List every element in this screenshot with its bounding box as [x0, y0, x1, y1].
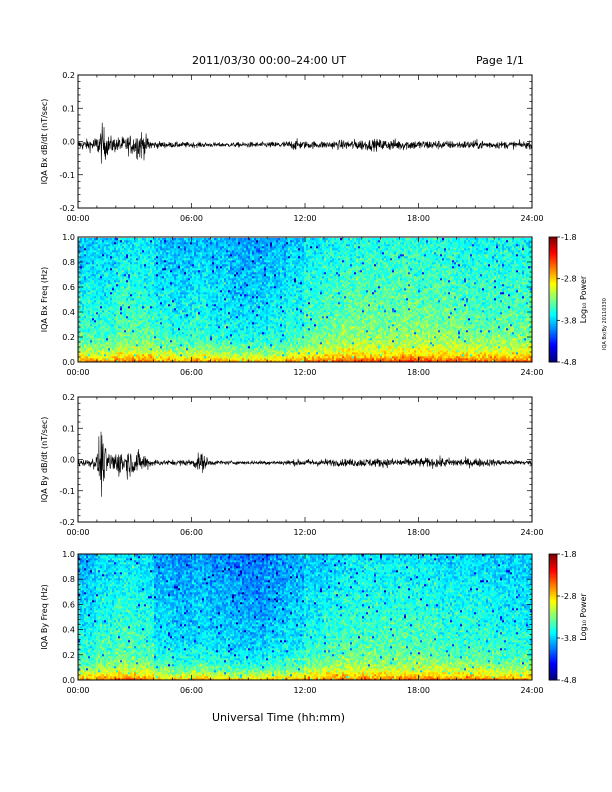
colorbar-label: Log₁₀ Power [579, 593, 588, 641]
x-tick-label: 18:00 [407, 528, 430, 537]
y-tick-label: 0.6 [62, 600, 75, 609]
colorbar: -1.8 -2.8 -3.8 -4.8 Log₁₀ Power [549, 550, 588, 685]
x-tick-label: 06:00 [180, 686, 203, 695]
y-tick-label: -0.1 [59, 487, 75, 496]
y-tick-label: 1.0 [62, 550, 75, 559]
x-tick-label: 18:00 [407, 686, 430, 695]
y-tick-label: 0.8 [62, 258, 75, 267]
colorbar: -1.8 -2.8 -3.8 -4.8 Log₁₀ Power [549, 233, 588, 367]
panel-2: -1.8 -2.8 -3.8 -4.8 Log₁₀ Power 00:00 06:00 12:… [40, 233, 588, 377]
series-line [78, 123, 532, 164]
y-tick-label: 0.0 [62, 456, 75, 465]
colorbar-tick-label: -3.8 [561, 316, 577, 325]
y-tick-label: -0.1 [59, 171, 75, 180]
y-axis-label: IQA Bx dB/dt (nT/sec) [40, 99, 49, 185]
colorbar-tick-label: -1.8 [561, 550, 577, 559]
y-tick-label: 0.4 [62, 626, 75, 635]
x-tick-label: 12:00 [293, 368, 316, 377]
y-tick-label: 0.2 [62, 333, 75, 342]
x-tick-label: 24:00 [520, 528, 543, 537]
y-tick-label: 0.8 [62, 575, 75, 584]
x-tick-label: 24:00 [520, 368, 543, 377]
panel-3: 00:00 06:00 12:00 18:00 24:00 -0.2 -0.1 0.0 0.1 0… [40, 393, 544, 537]
y-tick-label: 0.0 [62, 676, 75, 685]
spectrogram-cells [78, 554, 532, 680]
y-tick-label: 0.0 [62, 358, 75, 367]
y-axis-label: IQA By Freq (Hz) [40, 584, 49, 650]
x-tick-label: 00:00 [66, 214, 89, 223]
y-tick-label: -0.2 [59, 518, 75, 527]
x-tick-label: 00:00 [66, 528, 89, 537]
y-tick-label: -0.2 [59, 204, 75, 213]
y-axis-label: IQA By dB/dt (nT/sec) [40, 417, 49, 503]
colorbar-tick-label: -2.8 [561, 592, 577, 601]
x-tick-label: 06:00 [180, 214, 203, 223]
x-tick-label: 00:00 [66, 686, 89, 695]
side-stamp: IQA Bx/By 20110330 [602, 298, 608, 350]
colorbar-tick-label: -4.8 [561, 358, 577, 367]
x-tick-label: 18:00 [407, 368, 430, 377]
colorbar-tick-label: -1.8 [561, 233, 577, 242]
x-tick-label: 12:00 [293, 528, 316, 537]
x-tick-label: 24:00 [520, 214, 543, 223]
colorbar-label: Log₁₀ Power [579, 275, 588, 323]
x-tick-label: 00:00 [66, 368, 89, 377]
y-tick-label: 1.0 [62, 233, 75, 242]
y-axis-label: IQA Bx Freq (Hz) [40, 267, 49, 333]
colorbar-tick-label: -4.8 [561, 676, 577, 685]
x-tick-label: 24:00 [520, 686, 543, 695]
x-tick-label: 12:00 [293, 214, 316, 223]
colorbar-tick-label: -2.8 [561, 275, 577, 284]
panel-1: 00:00 06:00 12:00 18:00 24:00 -0.2 -0.1 0.0 0.1 0… [40, 71, 544, 223]
x-axis-label: Universal Time (hh:mm) [212, 711, 345, 724]
colorbar-tick-label: -3.8 [561, 634, 577, 643]
panel-4: -1.8 -2.8 -3.8 -4.8 Log₁₀ Power 00:00 06:00 12:… [40, 550, 588, 695]
y-tick-label: 0.0 [62, 138, 75, 147]
series-line [78, 432, 532, 497]
x-tick-label: 06:00 [180, 528, 203, 537]
y-tick-label: 0.2 [62, 393, 75, 402]
x-tick-label: 18:00 [407, 214, 430, 223]
x-tick-label: 12:00 [293, 686, 316, 695]
y-tick-label: 0.2 [62, 71, 75, 80]
y-tick-label: 0.6 [62, 283, 75, 292]
y-tick-label: 0.1 [62, 104, 75, 113]
x-tick-label: 06:00 [180, 368, 203, 377]
y-tick-label: 0.2 [62, 651, 75, 660]
y-tick-label: 0.4 [62, 308, 75, 317]
y-tick-label: 0.1 [62, 424, 75, 433]
spectrogram-cells [78, 238, 532, 362]
